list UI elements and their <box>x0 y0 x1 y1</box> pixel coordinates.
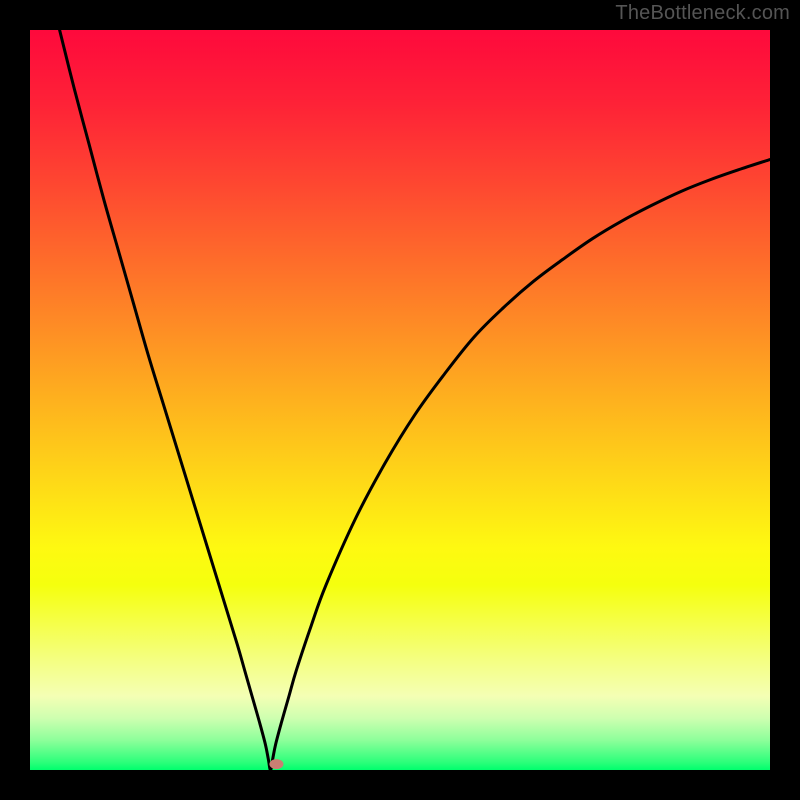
min-marker <box>269 759 283 769</box>
chart-background <box>30 30 770 770</box>
bottleneck-curve-chart <box>30 30 770 770</box>
chart-frame <box>30 30 770 770</box>
watermark-label: TheBottleneck.com <box>615 2 790 25</box>
